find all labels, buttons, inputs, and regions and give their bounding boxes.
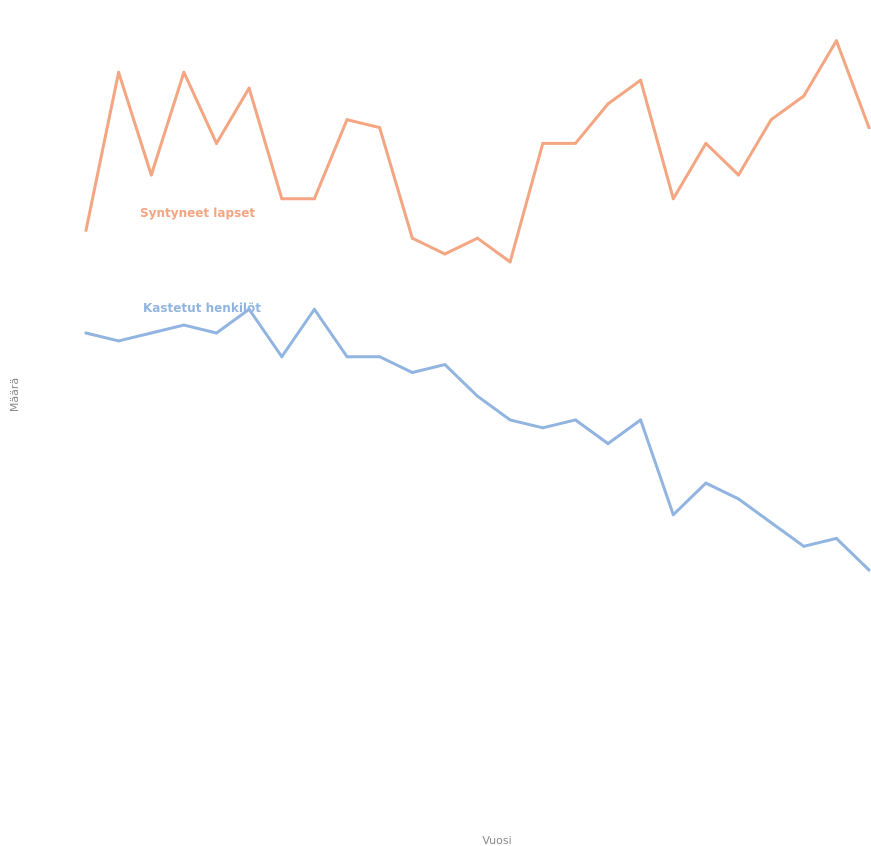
series-2-point-17	[606, 442, 610, 446]
series-layer	[84, 39, 871, 572]
series-2-point-4	[182, 323, 186, 327]
series-1-point-25	[867, 126, 871, 130]
series-2-point-18	[639, 418, 643, 422]
label-layer: Syntyneet lapset Kastetut henkilöt	[140, 206, 261, 315]
series-1-point-19	[671, 197, 675, 201]
series-1-point-5	[215, 141, 218, 145]
series-1-point-2	[117, 70, 121, 74]
series-2-point-13	[476, 394, 479, 398]
series-2-point-11	[410, 371, 414, 374]
series-2-point-9	[345, 355, 349, 359]
series-1-point-16	[573, 141, 577, 145]
series-2-point-15	[541, 426, 545, 430]
series-2-point-21	[737, 497, 740, 501]
series-1-point-21	[737, 173, 740, 177]
series-2-point-5	[215, 331, 218, 335]
series-label-2: Kastetut henkilöt	[143, 301, 261, 315]
series-1-point-9	[345, 118, 349, 122]
series-1-point-22	[769, 118, 773, 122]
x-axis-title: Vuosi	[482, 834, 511, 846]
series-2-point-14	[508, 418, 512, 422]
series-1-point-14	[508, 260, 512, 264]
y-axis-title: Määrä	[8, 378, 21, 412]
series-2-point-24	[834, 536, 838, 540]
series-1-point-7	[280, 197, 284, 201]
series-1-point-15	[541, 141, 545, 145]
series-1-point-13	[476, 236, 479, 240]
series-1-point-4	[182, 70, 186, 74]
series-1-point-6	[247, 86, 251, 90]
series-2-point-22	[769, 521, 773, 525]
series-1-point-18	[639, 78, 643, 82]
series-2-point-1	[84, 331, 88, 335]
series-1-point-1	[84, 228, 88, 232]
series-1-point-10	[378, 126, 382, 130]
series-2-point-23	[802, 544, 806, 548]
series-2-point-7	[280, 355, 284, 359]
series-1-point-12	[443, 252, 447, 256]
series-1-point-3	[149, 173, 153, 177]
series-2-point-25	[867, 568, 871, 572]
series-1-point-23	[802, 94, 806, 98]
series-1-point-20	[704, 141, 708, 145]
series-2-point-10	[378, 355, 382, 359]
series-1-point-24	[834, 39, 838, 43]
series-line-1	[84, 39, 871, 264]
series-2-point-3	[149, 331, 153, 335]
series-2-point-8	[312, 307, 316, 311]
series-1-point-11	[410, 236, 414, 240]
series-2-point-2	[117, 339, 121, 343]
series-1-point-17	[606, 102, 610, 106]
series-2-point-19	[671, 513, 675, 517]
series-2-point-16	[573, 418, 577, 422]
series-1-point-8	[312, 197, 316, 201]
series-line-2	[84, 307, 871, 572]
series-label-1: Syntyneet lapset	[140, 206, 255, 220]
series-2-point-6	[247, 307, 251, 311]
series-2-point-20	[704, 481, 708, 485]
series-2-point-12	[443, 363, 447, 367]
